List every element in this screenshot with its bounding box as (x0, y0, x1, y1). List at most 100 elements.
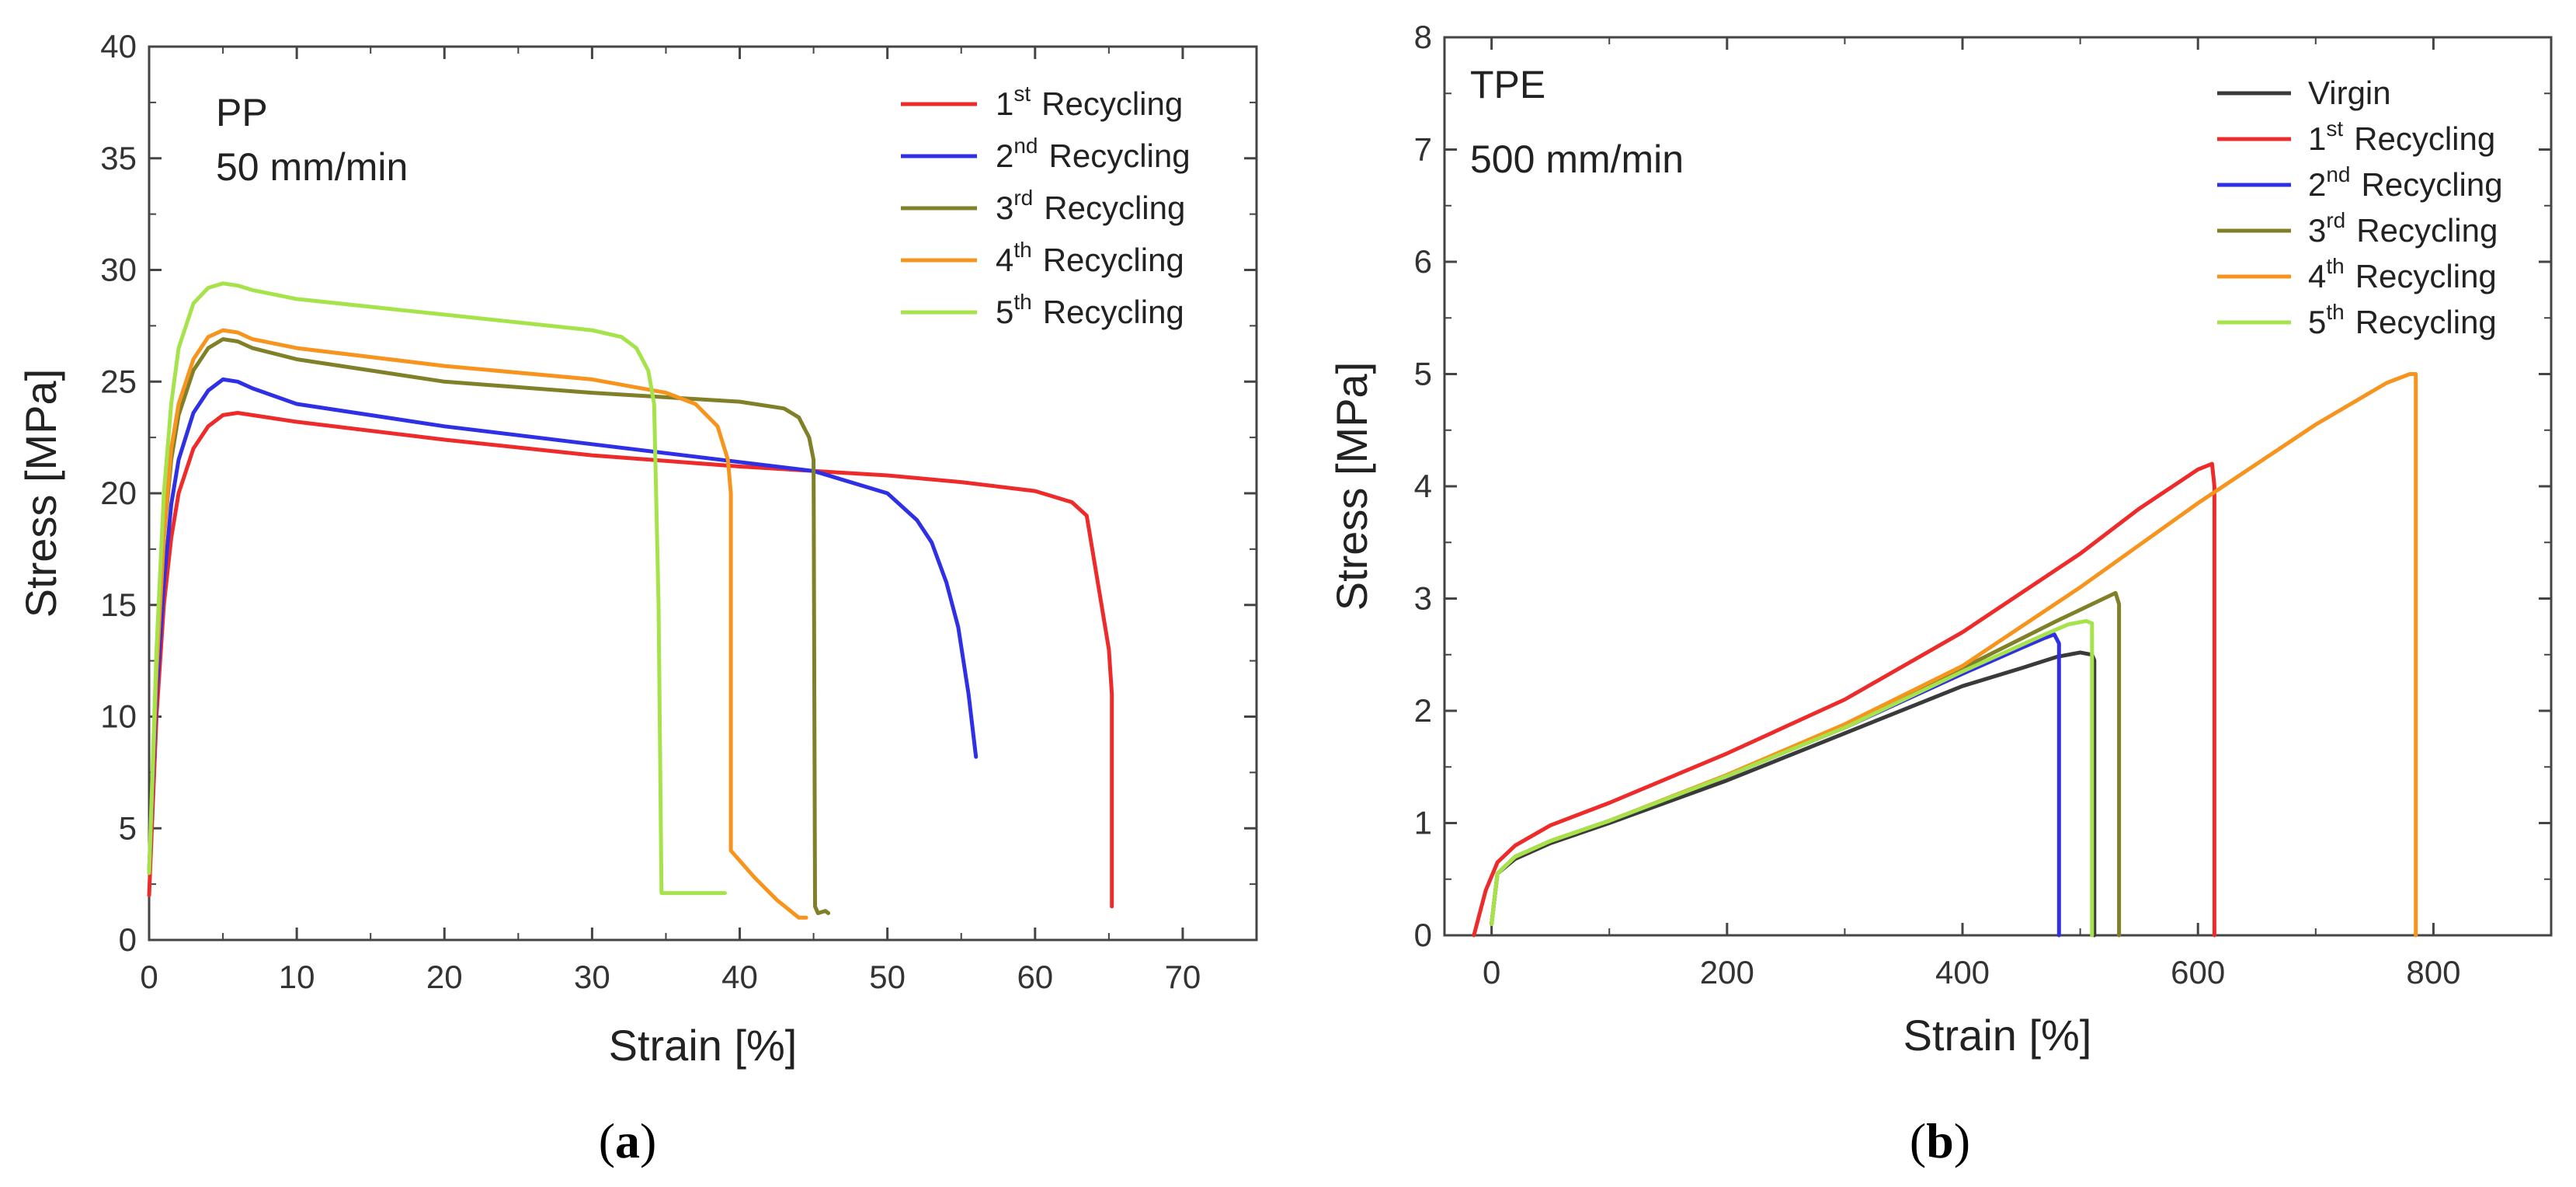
legend-entry-superscript: nd (2326, 162, 2350, 186)
legend-entry-superscript: th (1013, 290, 1031, 314)
legend-entry-rest: Recycling (2355, 258, 2497, 294)
legend-entry-rest: Recycling (1049, 137, 1191, 174)
x-axis: 0 200 400 600 800 (1483, 37, 2460, 990)
x-tick-label: 600 (2171, 954, 2225, 990)
y-tick-label: 40 (100, 28, 137, 64)
legend-entry: 3rd Recycling (2308, 208, 2498, 249)
legend-entry: Virgin (2308, 75, 2391, 111)
y-tick-label: 25 (100, 363, 137, 399)
legend-entry-base: Virgin (2308, 75, 2391, 111)
series-line-1 (1490, 650, 2097, 938)
y-tick-label: 5 (1414, 356, 1432, 392)
x-tick-label: 0 (140, 959, 158, 995)
legend-entry-rest: Recycling (1044, 190, 1185, 226)
y-tick-label: 4 (1414, 468, 1432, 504)
legend-entry: 5th Recycling (996, 290, 1184, 330)
series-line-2 (147, 377, 979, 875)
legend-entry-rest: Recycling (2362, 166, 2503, 203)
x-tick-label: 0 (1483, 954, 1500, 990)
y-tick-label: 10 (100, 698, 137, 735)
legend-entry: 2nd Recycling (996, 134, 1191, 174)
legend-entry-base: 5 (2308, 304, 2326, 340)
legend-entry-rest: Recycling (2354, 120, 2495, 157)
legend-entry: 3rd Recycling (996, 186, 1185, 226)
y-tick-label: 2 (1414, 692, 1432, 729)
x-tick-label: 10 (279, 959, 315, 995)
legend-entry: 1st Recycling (996, 82, 1183, 122)
x-tick-label: 800 (2406, 954, 2460, 990)
series-group (147, 281, 1114, 920)
y-axis-title: Stress [MPa] (16, 369, 65, 618)
y-axis-title: Stress [MPa] (1327, 362, 1376, 611)
legend-entry-base: 1 (2308, 120, 2326, 157)
y-tick-label: 7 (1414, 131, 1432, 168)
x-tick-label: 70 (1165, 959, 1201, 995)
y-tick-label: 20 (100, 475, 137, 511)
annotation-rate: 500 mm/min (1470, 137, 1684, 181)
y-tick-label: 6 (1414, 243, 1432, 280)
annotation-material: TPE (1470, 63, 1545, 106)
x-tick-label: 20 (426, 959, 463, 995)
legend-entry: 2nd Recycling (2308, 162, 2503, 203)
series-group (1472, 372, 2418, 938)
y-tick-label: 1 (1414, 805, 1432, 841)
y-axis: 0 1 2 3 4 5 6 7 8 (1414, 19, 2551, 953)
legend-entry-superscript: th (2326, 254, 2344, 278)
x-tick-label: 30 (574, 959, 610, 995)
legend-entry-base: 4 (2308, 258, 2326, 294)
series-line-5 (147, 281, 727, 896)
legend-entry-base: 3 (996, 190, 1013, 226)
x-tick-label: 200 (1700, 954, 1754, 990)
y-tick-label: 35 (100, 140, 137, 176)
x-axis-title: Strain [%] (1903, 1011, 2092, 1060)
panel-label: (b) (1910, 1113, 1970, 1168)
x-axis-title: Strain [%] (609, 1021, 798, 1070)
legend-entry: 1st Recycling (2308, 117, 2495, 157)
series-line-4 (147, 328, 808, 920)
legend-entry-rest: Recycling (1043, 242, 1184, 278)
x-axis: 0 10 20 30 40 50 60 70 (140, 47, 1201, 995)
legend-entry-superscript: st (2326, 117, 2343, 141)
panel-label: (a) (599, 1113, 657, 1168)
y-tick-label: 15 (100, 587, 137, 623)
legend-entry-superscript: st (1013, 82, 1031, 106)
x-tick-label: 400 (1935, 954, 1990, 990)
annotation-material: PP (216, 91, 268, 134)
legend-entry-superscript: th (2326, 300, 2344, 324)
y-tick-label: 5 (119, 809, 137, 846)
legend-entry-superscript: th (1013, 238, 1031, 262)
x-tick-label: 40 (721, 959, 758, 995)
x-tick-label: 60 (1017, 959, 1053, 995)
series-line-1 (147, 411, 1114, 909)
legend-entry-rest: Recycling (2356, 212, 2498, 249)
legend-entry-base: 1 (996, 85, 1013, 122)
legend-entry-superscript: nd (1013, 134, 1038, 158)
y-tick-label: 8 (1414, 19, 1432, 55)
legend-entry-superscript: rd (1013, 186, 1033, 210)
legend-entry-base: 5 (996, 294, 1013, 330)
legend-entry-base: 2 (2308, 166, 2326, 203)
legend-entry: 4th Recycling (996, 238, 1184, 278)
legend-entry-rest: Recycling (1043, 294, 1184, 330)
y-tick-label: 3 (1414, 580, 1432, 617)
legend-entry-base: 4 (996, 242, 1013, 278)
y-tick-label: 30 (100, 252, 137, 288)
legend-entry-rest: Recycling (2355, 304, 2497, 340)
legend-entry-base: 2 (996, 137, 1013, 174)
series-line-2 (1472, 461, 2216, 938)
legend-entry-rest: Recycling (1041, 85, 1183, 122)
series-line-6 (1490, 618, 2095, 938)
y-tick-label: 0 (119, 921, 137, 958)
annotation-rate: 50 mm/min (216, 145, 408, 189)
legend-entry-base: 3 (2308, 212, 2326, 249)
legend-entry: 4th Recycling (2308, 254, 2497, 294)
x-tick-label: 50 (869, 959, 906, 995)
legend-entry: 5th Recycling (2308, 300, 2497, 340)
